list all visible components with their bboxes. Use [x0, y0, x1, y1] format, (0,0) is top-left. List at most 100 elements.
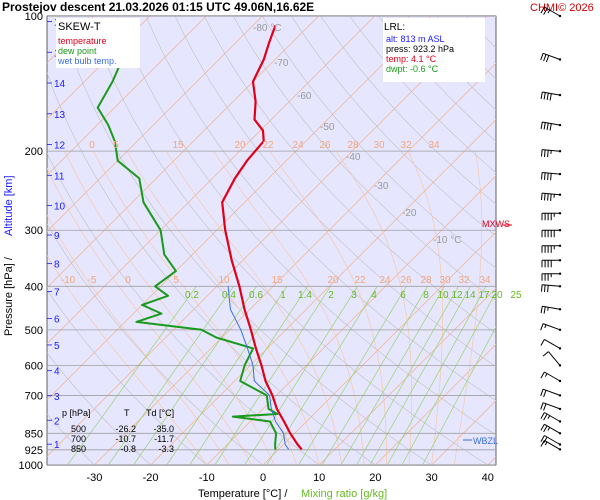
wind-barb-dot [558, 443, 562, 446]
mixing-ratio-label: 2 [328, 290, 334, 301]
moist-adiabat-label: 15 [271, 275, 283, 286]
wind-barb [541, 172, 562, 181]
wind-barb [540, 439, 562, 451]
wind-barb-feather [540, 402, 544, 410]
x-tick-label: 0 [260, 472, 266, 484]
wind-barb [541, 149, 562, 158]
wind-barb-dot [558, 93, 562, 97]
isotherm-line [262, 231, 496, 465]
wind-barb-feather [543, 8, 548, 15]
dry-adiabat-line [291, 16, 496, 237]
wind-barb-feather [550, 193, 552, 201]
series-layer [96, 25, 303, 451]
wind-barb-feather [540, 91, 543, 99]
wind-barb [540, 91, 562, 101]
pressure-tick-label: 200 [25, 146, 43, 158]
isotherm-line [206, 175, 496, 465]
x-axis-title: Temperature [°C] / [198, 488, 288, 500]
dry-adiabat-line [203, 16, 496, 334]
wind-barb-feather [540, 6, 545, 14]
moist-adiabat-label: 32 [400, 140, 412, 151]
x-tick-label: 30 [425, 472, 437, 484]
pressure-tick-label: 600 [25, 360, 43, 372]
wind-barb-dot [558, 328, 562, 331]
wind-barb [541, 284, 562, 293]
wind-barb [540, 388, 562, 398]
legend-wetbulb: wet bulb temp. [57, 56, 117, 66]
pressure-tick-label: 100 [25, 11, 43, 23]
wind-barb-feather [541, 284, 543, 292]
wind-barb-dot [558, 379, 562, 383]
mixing-ratio-label: 1 [280, 290, 286, 301]
wind-barb [541, 272, 562, 281]
table-cell: 700 [71, 434, 86, 444]
moist-adiabat-label: 30 [373, 140, 385, 151]
isotherm-annotation: -40 [346, 152, 361, 163]
wind-barb-feather [544, 193, 546, 201]
altitude-tick-label: 7 [54, 287, 60, 298]
wind-barb [540, 323, 562, 331]
wind-barb-staff [542, 323, 561, 331]
wind-barb-dot [558, 272, 562, 275]
wind-barb-feather [544, 172, 546, 180]
wind-barb [540, 305, 562, 314]
wind-barb-feather [547, 193, 549, 201]
wind-barb [540, 338, 562, 350]
wind-barb-staff [542, 388, 561, 396]
wind-barb-feather [540, 339, 545, 346]
wind-barb-dot [558, 14, 562, 18]
mixing-ratio-line [266, 286, 378, 465]
wind-barb-feather [540, 389, 544, 396]
pressure-tick-label: 300 [25, 225, 43, 237]
mixing-ratio-line [369, 286, 471, 465]
moist-adiabat-label: 15 [172, 140, 184, 151]
isotherm-line [150, 119, 496, 465]
wind-barb-half-feather [547, 307, 549, 311]
isotherm-line [47, 16, 263, 232]
moist-adiabat-label: 22 [262, 140, 274, 151]
wind-barb-feather [544, 284, 546, 293]
lrl-title: LRL: [384, 22, 405, 33]
mixing-ratio-line [189, 286, 308, 465]
altitude-tick-label: 3 [54, 392, 60, 403]
isotherm-line [318, 287, 496, 465]
wind-barb-dot [558, 285, 562, 288]
isotherm-annotation: -70 [274, 58, 289, 69]
wind-barb-dot [558, 150, 562, 153]
mixing-ratio-label: 8 [423, 290, 429, 301]
moist-adiabat-label: 0 [125, 275, 131, 286]
isotherm-line [375, 343, 496, 465]
series-line-wet-bulb-temp [227, 286, 290, 450]
lrl-alt: alt: 813 m ASL [386, 34, 445, 44]
pressure-tick-label: 850 [25, 428, 43, 440]
wind-barb [541, 212, 562, 221]
isotherm-line [47, 16, 151, 120]
moist-adiabat-label: 20 [234, 140, 246, 151]
wind-barb-feather [540, 435, 545, 442]
mixing-ratio-label: 1.4 [298, 290, 312, 301]
altitude-tick-label: 10 [54, 202, 66, 213]
wind-barb-feather [545, 55, 550, 63]
lrl-dwpt: dwpt: -0.6 °C [386, 64, 439, 74]
altitude-tick-label: 6 [54, 315, 60, 326]
moist-adiabat-label: 5 [113, 140, 119, 151]
table-cell: -3.3 [158, 444, 174, 454]
pressure-tick-label: 500 [25, 325, 43, 337]
mixing-ratio-label: 10 [437, 290, 449, 301]
wind-barb-half-feather [544, 324, 547, 329]
altitude-tick-label: 8 [54, 260, 60, 271]
altitude-tick-label: 9 [54, 231, 60, 242]
wind-barb [542, 351, 562, 367]
y-axis-alt-title: Altitude [km] [3, 175, 15, 236]
wind-barb [540, 371, 562, 383]
wind-barb-feather [543, 436, 548, 444]
isotherm-line [47, 16, 376, 345]
mixing-ratio-line [166, 286, 288, 465]
mixing-ratio-line [422, 325, 496, 465]
x-axis-mix-title: Mixing ratio [g/kg] [301, 488, 387, 500]
table-cell: 500 [71, 424, 86, 434]
mixing-ratio-label: 3 [351, 290, 357, 301]
x-tick-label: -10 [199, 472, 215, 484]
isotherm-annotation: -80 °C [253, 23, 281, 34]
table-cell: -11.7 [154, 434, 174, 444]
